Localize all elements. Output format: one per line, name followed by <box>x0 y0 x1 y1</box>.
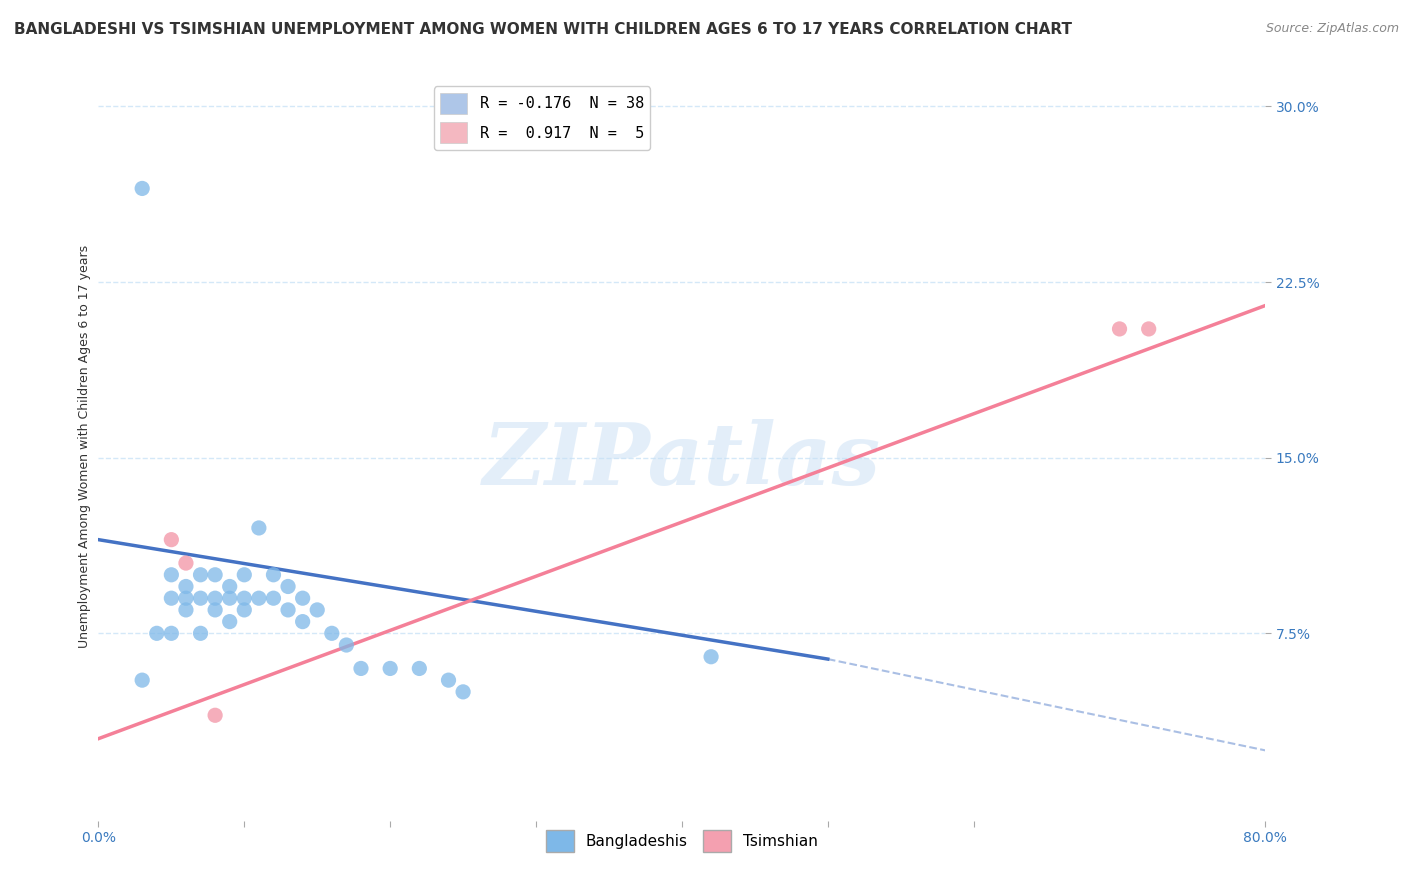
Point <box>160 591 183 606</box>
Legend: Bangladeshis, Tsimshian: Bangladeshis, Tsimshian <box>540 824 824 858</box>
Point <box>218 591 240 606</box>
Point <box>321 626 343 640</box>
Point <box>174 580 197 594</box>
Point <box>437 673 460 688</box>
Point <box>247 521 270 535</box>
Point <box>204 591 226 606</box>
Point <box>204 708 226 723</box>
Point <box>190 567 212 582</box>
Point <box>160 567 183 582</box>
Point <box>451 685 474 699</box>
Point <box>204 603 226 617</box>
Point <box>160 626 183 640</box>
Text: BANGLADESHI VS TSIMSHIAN UNEMPLOYMENT AMONG WOMEN WITH CHILDREN AGES 6 TO 17 YEA: BANGLADESHI VS TSIMSHIAN UNEMPLOYMENT AM… <box>14 22 1071 37</box>
Point <box>190 626 212 640</box>
Point <box>335 638 357 652</box>
Point <box>174 556 197 570</box>
Y-axis label: Unemployment Among Women with Children Ages 6 to 17 years: Unemployment Among Women with Children A… <box>79 244 91 648</box>
Point <box>204 567 226 582</box>
Point <box>174 591 197 606</box>
Point <box>291 591 314 606</box>
Point <box>1137 322 1160 336</box>
Point <box>380 661 402 675</box>
Point <box>218 580 240 594</box>
Point <box>218 615 240 629</box>
Point <box>277 580 299 594</box>
Point <box>291 615 314 629</box>
Point <box>1108 322 1130 336</box>
Point <box>247 591 270 606</box>
Point <box>262 567 284 582</box>
Text: ZIPatlas: ZIPatlas <box>482 419 882 503</box>
Point <box>277 603 299 617</box>
Point <box>408 661 430 675</box>
Point <box>350 661 373 675</box>
Text: Source: ZipAtlas.com: Source: ZipAtlas.com <box>1265 22 1399 36</box>
Point <box>233 567 256 582</box>
Point <box>262 591 284 606</box>
Point <box>131 181 153 195</box>
Point <box>233 603 256 617</box>
Point <box>146 626 169 640</box>
Point <box>131 673 153 688</box>
Point <box>700 649 723 664</box>
Point <box>307 603 329 617</box>
Point <box>174 603 197 617</box>
Point <box>160 533 183 547</box>
Point <box>233 591 256 606</box>
Point <box>190 591 212 606</box>
